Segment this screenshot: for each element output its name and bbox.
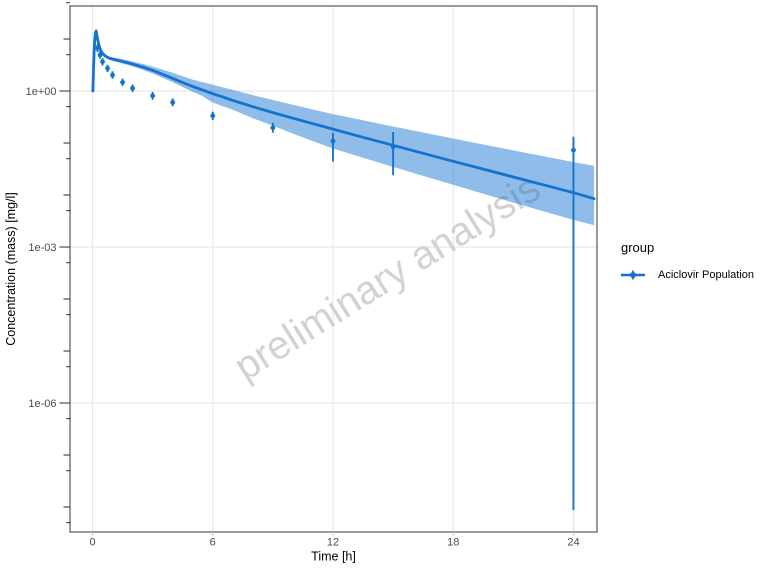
observed-pointranges bbox=[95, 44, 576, 511]
data-point bbox=[130, 84, 135, 92]
confidence-ribbon bbox=[92, 29, 595, 226]
point-marker bbox=[120, 79, 125, 85]
data-point bbox=[95, 44, 100, 53]
point-marker bbox=[210, 113, 216, 119]
y-tick-label: 1e-03 bbox=[28, 242, 56, 254]
data-point bbox=[170, 98, 176, 107]
y-tick-label: 1e-06 bbox=[28, 398, 56, 410]
point-marker bbox=[100, 59, 105, 65]
point-marker bbox=[97, 52, 103, 58]
x-tick-label: 12 bbox=[327, 537, 339, 549]
point-marker bbox=[170, 99, 176, 105]
point-marker bbox=[330, 138, 336, 144]
legend-item-label: Aciclovir Population bbox=[658, 269, 754, 281]
point-marker bbox=[150, 93, 156, 99]
x-tick-label: 24 bbox=[567, 537, 579, 549]
point-marker bbox=[571, 147, 576, 153]
x-axis-ticks bbox=[91, 532, 575, 536]
data-point bbox=[150, 91, 156, 100]
data-point bbox=[105, 64, 110, 73]
data-point bbox=[120, 78, 125, 86]
pointrange-legend-glyph bbox=[621, 270, 645, 280]
data-point bbox=[270, 122, 276, 133]
data-point bbox=[110, 71, 115, 79]
data-point bbox=[100, 58, 105, 66]
legend-title: group bbox=[621, 240, 655, 255]
point-marker bbox=[110, 72, 115, 78]
legend: group Aciclovir Population bbox=[620, 240, 766, 283]
data-point bbox=[330, 132, 336, 162]
x-tick-label: 6 bbox=[210, 537, 216, 549]
legend-item-aciclovir-population: Aciclovir Population bbox=[620, 267, 766, 283]
point-marker bbox=[130, 85, 135, 91]
data-point bbox=[97, 51, 103, 59]
axis-tick-labels: 1e+00 1e-03 1e-06 0 6 12 18 24 bbox=[26, 86, 580, 549]
y-axis-ticks bbox=[59, 2, 70, 524]
y-axis-title: Concentration (mass) [mg/l] bbox=[4, 192, 18, 346]
point-marker bbox=[270, 125, 276, 131]
point-marker bbox=[390, 144, 396, 150]
point-marker bbox=[105, 65, 110, 71]
data-point bbox=[390, 131, 396, 176]
data-point bbox=[210, 111, 216, 121]
x-tick-label: 0 bbox=[89, 537, 95, 549]
x-tick-label: 18 bbox=[447, 537, 459, 549]
y-tick-label: 1e+00 bbox=[26, 86, 57, 98]
data-point bbox=[571, 136, 576, 511]
x-axis-title: Time [h] bbox=[311, 550, 356, 564]
point-marker bbox=[95, 45, 100, 51]
